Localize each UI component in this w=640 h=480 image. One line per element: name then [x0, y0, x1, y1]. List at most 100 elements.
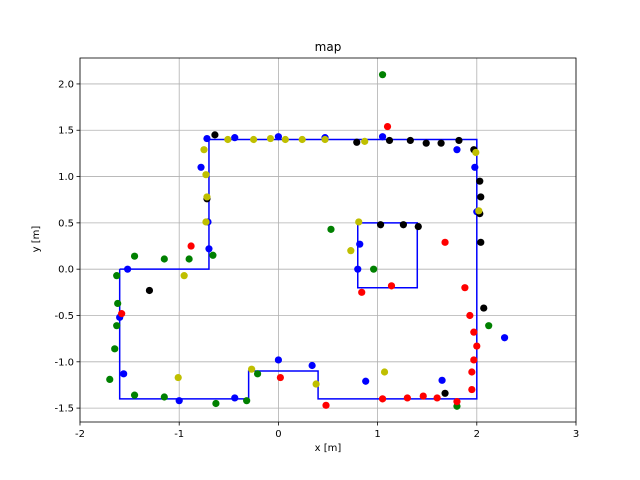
- red-point: [322, 401, 330, 409]
- blue-point: [438, 376, 446, 384]
- black-point: [353, 138, 361, 146]
- axis-ticks: -2 -1 0 1 2 3 -1.5 -1.0 -0.5 0.0 0.5 1.0 1.5 2.0: [54, 79, 579, 440]
- red-point: [383, 122, 392, 131]
- yellow-point: [347, 247, 355, 255]
- blue-point: [205, 245, 213, 253]
- green-point: [113, 272, 121, 280]
- red-point: [453, 398, 461, 406]
- red-point: [378, 395, 387, 403]
- blue-point: [500, 334, 509, 342]
- y-tick-label: 1.0: [58, 172, 74, 183]
- red-point: [358, 288, 366, 296]
- yellow-point: [312, 380, 320, 388]
- green-point-series: [106, 71, 493, 410]
- yellow-point: [355, 218, 363, 226]
- black-point: [211, 131, 219, 139]
- green-point: [130, 252, 139, 260]
- green-point: [106, 375, 114, 383]
- yellow-point: [266, 134, 275, 143]
- chart-title: map: [315, 40, 342, 54]
- green-point: [243, 397, 251, 405]
- blue-point: [175, 397, 183, 405]
- red-point: [441, 238, 449, 246]
- green-point: [185, 255, 193, 263]
- green-point: [253, 370, 262, 378]
- red-point: [470, 356, 478, 364]
- yellow-point: [202, 171, 210, 179]
- black-point: [385, 136, 394, 145]
- black-point: [480, 304, 488, 312]
- black-point: [145, 286, 154, 295]
- black-point: [477, 193, 485, 201]
- red-point: [387, 282, 396, 290]
- plot-frame: [79, 57, 577, 423]
- yellow-point: [174, 373, 182, 382]
- y-tick-label: -1.5: [54, 404, 74, 415]
- black-point: [476, 177, 484, 185]
- green-point: [130, 391, 139, 399]
- y-tick-label: 0.0: [58, 265, 74, 276]
- red-point-series: [118, 122, 481, 409]
- black-point: [414, 222, 422, 231]
- red-point: [403, 394, 411, 402]
- green-point: [113, 322, 121, 330]
- red-point: [118, 310, 126, 318]
- green-point: [209, 251, 217, 259]
- black-point-series: [145, 131, 488, 397]
- green-point: [114, 299, 122, 308]
- yellow-point: [202, 218, 210, 226]
- blue-point: [120, 370, 128, 378]
- yellow-point: [281, 135, 289, 144]
- red-point: [470, 328, 478, 336]
- x-tick-label: -1: [174, 429, 184, 440]
- blue-point: [231, 134, 239, 142]
- black-point: [399, 221, 407, 229]
- red-point: [419, 392, 427, 400]
- yellow-point: [200, 146, 208, 154]
- y-tick-label: -0.5: [54, 311, 74, 322]
- data-points: [106, 71, 509, 410]
- green-point: [160, 393, 168, 401]
- grid-lines: [79, 58, 577, 422]
- blue-point: [354, 265, 362, 273]
- blue-point: [197, 163, 205, 171]
- blue-point: [471, 163, 479, 171]
- yellow-point: [250, 135, 258, 144]
- green-point: [160, 255, 168, 263]
- yellow-point: [361, 137, 369, 145]
- outer-map-outline: [118, 138, 478, 400]
- x-tick-label: 2: [474, 429, 480, 440]
- x-tick-label: 0: [275, 429, 281, 440]
- blue-point: [308, 361, 316, 370]
- blue-point: [203, 134, 211, 143]
- blue-point: [124, 265, 132, 273]
- yellow-point: [298, 135, 306, 144]
- black-point: [376, 221, 385, 229]
- red-point: [468, 368, 476, 376]
- x-tick-label: -2: [75, 429, 85, 440]
- y-tick-label: -1.0: [54, 357, 74, 368]
- black-point: [441, 389, 449, 397]
- green-point: [370, 265, 378, 273]
- blue-point: [356, 240, 364, 248]
- blue-point: [274, 356, 282, 364]
- black-point: [455, 136, 463, 145]
- y-tick-label: 0.5: [58, 218, 74, 229]
- blue-point: [378, 133, 387, 141]
- black-point: [437, 139, 445, 147]
- yellow-point: [380, 368, 389, 376]
- green-point: [485, 322, 493, 330]
- red-point: [276, 373, 284, 382]
- y-tick-label: 2.0: [58, 79, 74, 90]
- black-point: [477, 238, 485, 246]
- red-point: [461, 284, 469, 292]
- yellow-point: [475, 207, 483, 215]
- blue-point: [274, 133, 282, 141]
- yellow-point: [248, 365, 256, 373]
- red-point: [187, 242, 195, 250]
- yellow-point: [321, 135, 329, 144]
- yellow-point: [224, 135, 232, 144]
- y-axis-label: y [m]: [31, 226, 42, 253]
- x-tick-label: 1: [374, 429, 380, 440]
